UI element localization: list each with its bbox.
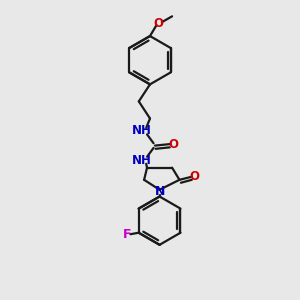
Text: O: O — [190, 170, 200, 183]
Text: F: F — [123, 228, 131, 241]
Text: N: N — [154, 185, 165, 198]
Text: O: O — [168, 138, 178, 151]
Text: NH: NH — [132, 154, 152, 167]
Text: O: O — [154, 17, 164, 30]
Text: NH: NH — [132, 124, 152, 137]
